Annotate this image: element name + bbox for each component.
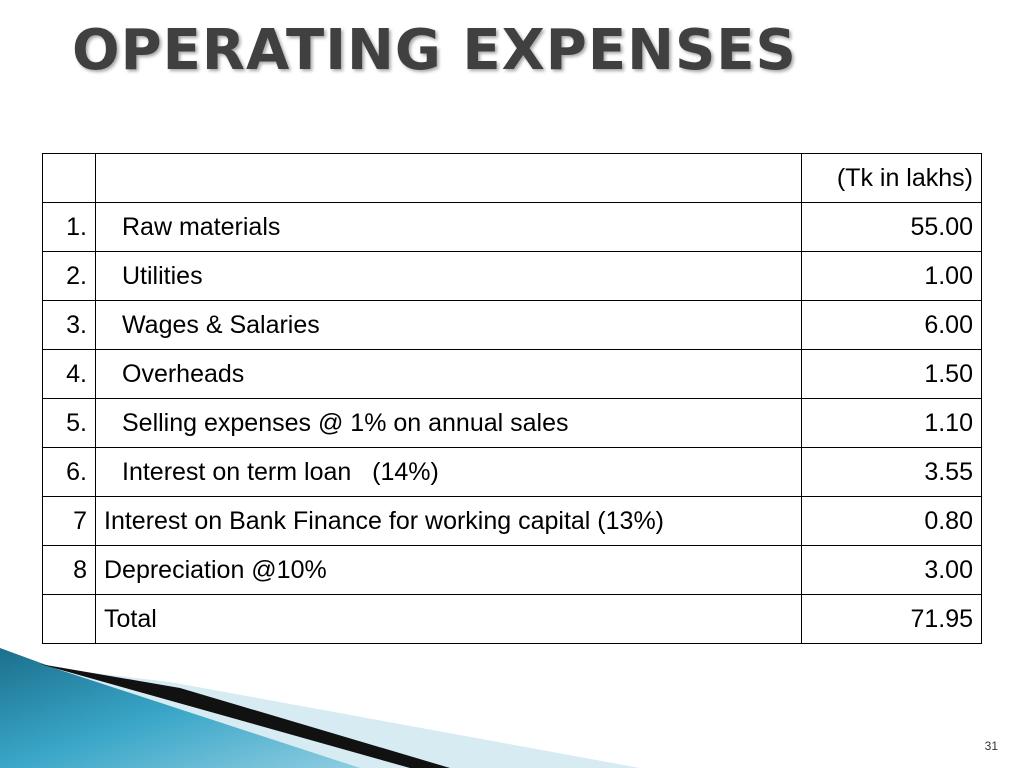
row-number: 6. xyxy=(42,447,96,497)
page-number: 31 xyxy=(984,739,998,753)
table-row: 2. Utilities 1.00 xyxy=(42,251,982,301)
row-number: 2. xyxy=(42,251,96,301)
row-number: 1. xyxy=(42,202,96,252)
table-row: 4. Overheads 1.50 xyxy=(42,349,982,399)
row-amount: 6.00 xyxy=(801,300,982,350)
total-number-cell xyxy=(42,594,96,644)
total-amount: 71.95 xyxy=(801,594,982,644)
row-number: 5. xyxy=(42,398,96,448)
swoosh-teal xyxy=(0,648,360,768)
table-row: 3. Wages & Salaries 6.00 xyxy=(42,300,982,350)
table-header-row: (Tk in lakhs) xyxy=(42,153,982,203)
table-row: 7 Interest on Bank Finance for working c… xyxy=(42,496,982,546)
row-label: Interest on Bank Finance for working cap… xyxy=(95,496,802,546)
operating-expenses-table: (Tk in lakhs) 1. Raw materials 55.00 2. … xyxy=(42,153,982,644)
row-label: Selling expenses @ 1% on annual sales xyxy=(95,398,802,448)
row-number: 7 xyxy=(42,496,96,546)
row-label: Utilities xyxy=(95,251,802,301)
row-amount: 55.00 xyxy=(801,202,982,252)
row-label: Depreciation @10% xyxy=(95,545,802,595)
header-number-cell xyxy=(42,153,96,203)
row-label: Raw materials xyxy=(95,202,802,252)
row-label: Wages & Salaries xyxy=(95,300,802,350)
total-label: Total xyxy=(95,594,802,644)
table-row: 5. Selling expenses @ 1% on annual sales… xyxy=(42,398,982,448)
row-amount: 3.00 xyxy=(801,545,982,595)
row-number: 3. xyxy=(42,300,96,350)
header-description-cell xyxy=(95,153,802,203)
total-row: Total 71.95 xyxy=(42,594,982,644)
row-amount: 3.55 xyxy=(801,447,982,497)
swoosh-dark xyxy=(40,664,450,768)
row-label: Overheads xyxy=(95,349,802,399)
row-amount: 1.50 xyxy=(801,349,982,399)
row-amount: 0.80 xyxy=(801,496,982,546)
table-row: 1. Raw materials 55.00 xyxy=(42,202,982,252)
table-row: 8 Depreciation @10% 3.00 xyxy=(42,545,982,595)
table-row: 6. Interest on term loan (14%) 3.55 xyxy=(42,447,982,497)
row-number: 4. xyxy=(42,349,96,399)
decorative-swoosh xyxy=(0,648,640,768)
row-amount: 1.10 xyxy=(801,398,982,448)
unit-header: (Tk in lakhs) xyxy=(801,153,982,203)
row-number: 8 xyxy=(42,545,96,595)
row-amount: 1.00 xyxy=(801,251,982,301)
row-label: Interest on term loan (14%) xyxy=(95,447,802,497)
slide-title: OPERATING EXPENSES xyxy=(72,18,797,83)
